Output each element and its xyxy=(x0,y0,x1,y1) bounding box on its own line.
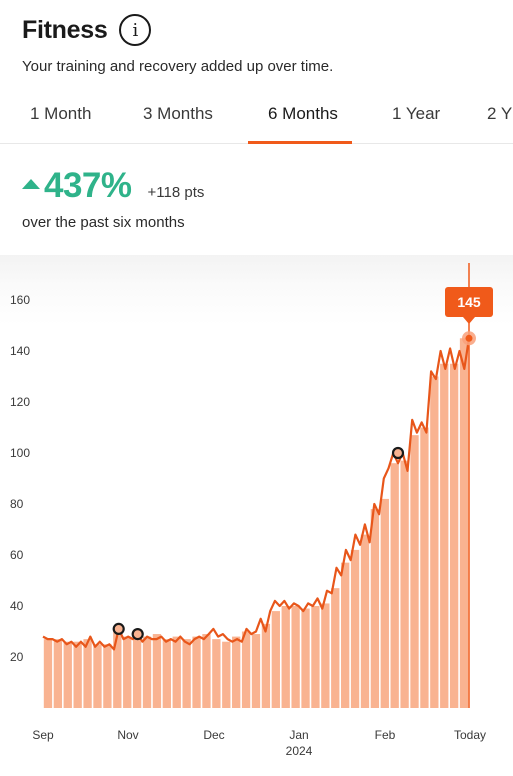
tab-1-month[interactable]: 1 Month xyxy=(30,104,92,123)
bar xyxy=(192,636,201,708)
y-tick-label: 80 xyxy=(10,497,24,511)
y-tick-label: 140 xyxy=(10,344,30,358)
event-marker xyxy=(131,628,144,641)
change-row: 437% +118 pts xyxy=(22,166,204,206)
x-tick-label: Today xyxy=(454,728,486,742)
bar xyxy=(291,606,300,708)
bar xyxy=(449,363,459,708)
bar xyxy=(430,376,439,708)
bar xyxy=(73,641,82,708)
bar xyxy=(232,636,241,708)
time-range-tabs: 1 Month 3 Months 6 Months 1 Year 2 Y xyxy=(0,96,513,144)
y-tick-label: 160 xyxy=(10,293,30,307)
bar xyxy=(222,641,231,708)
bar xyxy=(132,634,142,708)
fitness-chart-svg[interactable]: 20 40 60 80 100 120 140 160 145 Sep Nov Dec Jan Feb To… xyxy=(0,255,513,776)
tab-2-years[interactable]: 2 Y xyxy=(487,104,513,123)
bar xyxy=(142,636,152,708)
bar xyxy=(281,606,290,708)
x-year-label: 2024 xyxy=(286,744,313,758)
title-row: Fitness i xyxy=(22,14,502,46)
bar xyxy=(182,639,191,708)
bar xyxy=(301,608,310,708)
tab-1-year[interactable]: 1 Year xyxy=(392,104,441,123)
bar xyxy=(380,498,389,708)
bar xyxy=(43,639,53,708)
bar xyxy=(152,634,162,708)
bar xyxy=(212,639,221,708)
current-value-label: 145 xyxy=(457,294,481,310)
bar xyxy=(321,603,330,708)
x-tick-label: Nov xyxy=(117,728,138,742)
active-tab-indicator xyxy=(248,141,352,144)
bar xyxy=(271,611,280,708)
bar xyxy=(251,634,261,708)
x-tick-label: Jan xyxy=(289,728,308,742)
period-text: over the past six months xyxy=(22,214,185,231)
bar xyxy=(350,549,360,708)
bar xyxy=(202,634,211,708)
bar xyxy=(341,562,350,708)
bar xyxy=(261,623,271,708)
tab-6-months[interactable]: 6 Months xyxy=(268,104,338,123)
bar xyxy=(420,427,429,708)
page-subtitle: Your training and recovery added up over… xyxy=(22,58,334,75)
bar xyxy=(410,435,419,708)
y-tick-label: 120 xyxy=(10,395,30,409)
tab-3-months[interactable]: 3 Months xyxy=(143,104,213,123)
bar xyxy=(113,628,122,708)
info-icon[interactable]: i xyxy=(119,14,152,46)
bar xyxy=(360,534,370,708)
event-marker xyxy=(112,622,125,635)
page-header: Fitness i Your training and recovery add… xyxy=(22,14,502,75)
y-tick-label: 100 xyxy=(10,446,30,460)
bar xyxy=(390,463,399,708)
current-value-dot xyxy=(465,334,473,342)
bar xyxy=(93,644,102,708)
y-tick-label: 60 xyxy=(10,548,24,562)
bar xyxy=(241,631,251,708)
fitness-summary: 437% +118 pts over the past six months xyxy=(22,166,204,231)
bar xyxy=(63,641,72,708)
y-tick-label: 40 xyxy=(10,599,24,613)
x-tick-label: Sep xyxy=(32,728,54,742)
triangle-up-icon xyxy=(22,179,40,189)
bar xyxy=(53,639,63,708)
page-title: Fitness xyxy=(22,15,108,44)
bar xyxy=(459,338,469,708)
bar xyxy=(331,588,340,708)
x-tick-label: Dec xyxy=(203,728,224,742)
bar xyxy=(440,363,449,708)
tooltip-pointer xyxy=(463,317,475,324)
x-tick-label: Feb xyxy=(375,728,396,742)
bar xyxy=(162,639,171,708)
change-points: +118 pts xyxy=(147,184,205,201)
current-value-tooltip xyxy=(445,287,493,317)
bar xyxy=(123,636,132,708)
bar xyxy=(83,639,92,708)
bar xyxy=(400,460,409,708)
fitness-line xyxy=(42,338,471,651)
y-tick-label: 20 xyxy=(10,650,24,664)
change-percent: 437% xyxy=(44,166,132,205)
event-marker xyxy=(391,446,405,460)
bar xyxy=(311,606,320,708)
fitness-chart[interactable]: 20 40 60 80 100 120 140 160 145 Sep Nov Dec Jan Feb To… xyxy=(0,255,513,776)
bar xyxy=(103,644,112,708)
bar xyxy=(172,636,181,708)
bar xyxy=(370,509,380,708)
